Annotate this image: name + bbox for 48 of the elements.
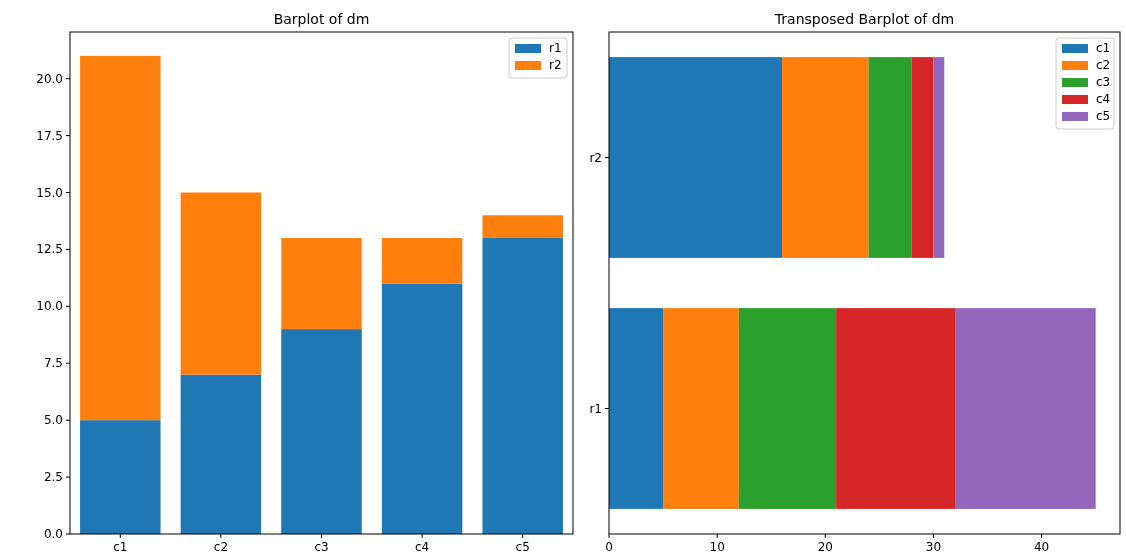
x-tick-label: c4 (414, 540, 430, 554)
y-tick-label: 0.0 (43, 527, 63, 541)
x-tick-label: c2 (213, 540, 229, 554)
legend-label: c1 (1096, 41, 1111, 55)
bar (180, 374, 262, 534)
bar (381, 238, 463, 284)
x-tick-label: c1 (113, 540, 128, 554)
bar (281, 329, 362, 534)
legend-label: c2 (1096, 58, 1111, 72)
legend-label: r1 (549, 41, 562, 55)
bar (868, 57, 912, 258)
legend-label: c3 (1096, 75, 1111, 89)
bar (482, 215, 563, 239)
legend-label: r2 (549, 58, 562, 72)
x-tick-label: 30 (925, 540, 942, 554)
bar (782, 57, 869, 258)
bar (609, 57, 783, 258)
x-tick-label: c5 (515, 540, 530, 554)
x-tick-label: c3 (314, 540, 329, 554)
bar (80, 55, 161, 421)
y-tick-label: 15.0 (36, 185, 63, 200)
bar (738, 308, 837, 509)
bar (180, 192, 262, 375)
y-tick-label: 17.5 (36, 128, 63, 143)
bar (955, 308, 1096, 509)
legend-label: c4 (1096, 92, 1111, 106)
bar (80, 420, 161, 534)
x-tick-label: 20 (817, 540, 833, 554)
x-tick-label: 10 (709, 540, 725, 554)
y-tick-label: 5.0 (43, 413, 63, 428)
bar (911, 57, 934, 258)
bar (609, 308, 664, 509)
x-tick-label: 40 (1033, 540, 1050, 554)
legend-label: c5 (1096, 109, 1111, 123)
y-tick-label: 7.5 (43, 356, 63, 371)
x-tick-label: 0 (605, 540, 613, 554)
y-tick-label: 10.0 (36, 299, 63, 314)
bar (836, 308, 956, 509)
y-tick-label: 20.0 (36, 71, 63, 86)
bar (663, 308, 739, 509)
y-tick-label: 12.5 (36, 242, 63, 257)
bar (381, 283, 463, 534)
bar (933, 57, 945, 258)
bar (482, 238, 563, 534)
chart-title: Barplot of dm (273, 11, 370, 27)
bar (281, 238, 362, 330)
y-tick-label: 2.5 (43, 470, 63, 485)
chart-title: Transposed Barplot of dm (773, 11, 955, 27)
